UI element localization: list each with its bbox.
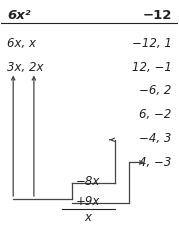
Text: −6, 2: −6, 2 <box>139 84 172 97</box>
Text: +9x: +9x <box>76 195 100 208</box>
Text: −12, 1: −12, 1 <box>132 37 172 50</box>
Text: 12, −1: 12, −1 <box>132 61 172 74</box>
Text: −12: −12 <box>142 9 172 22</box>
Text: −8x: −8x <box>76 175 100 188</box>
Text: 6x²: 6x² <box>7 9 31 22</box>
Text: 6x, x: 6x, x <box>7 37 36 50</box>
Text: 4, −3: 4, −3 <box>139 155 172 169</box>
Text: −4, 3: −4, 3 <box>139 132 172 145</box>
Text: 3x, 2x: 3x, 2x <box>7 61 44 74</box>
Text: x: x <box>84 211 91 224</box>
Text: 6, −2: 6, −2 <box>139 108 172 121</box>
